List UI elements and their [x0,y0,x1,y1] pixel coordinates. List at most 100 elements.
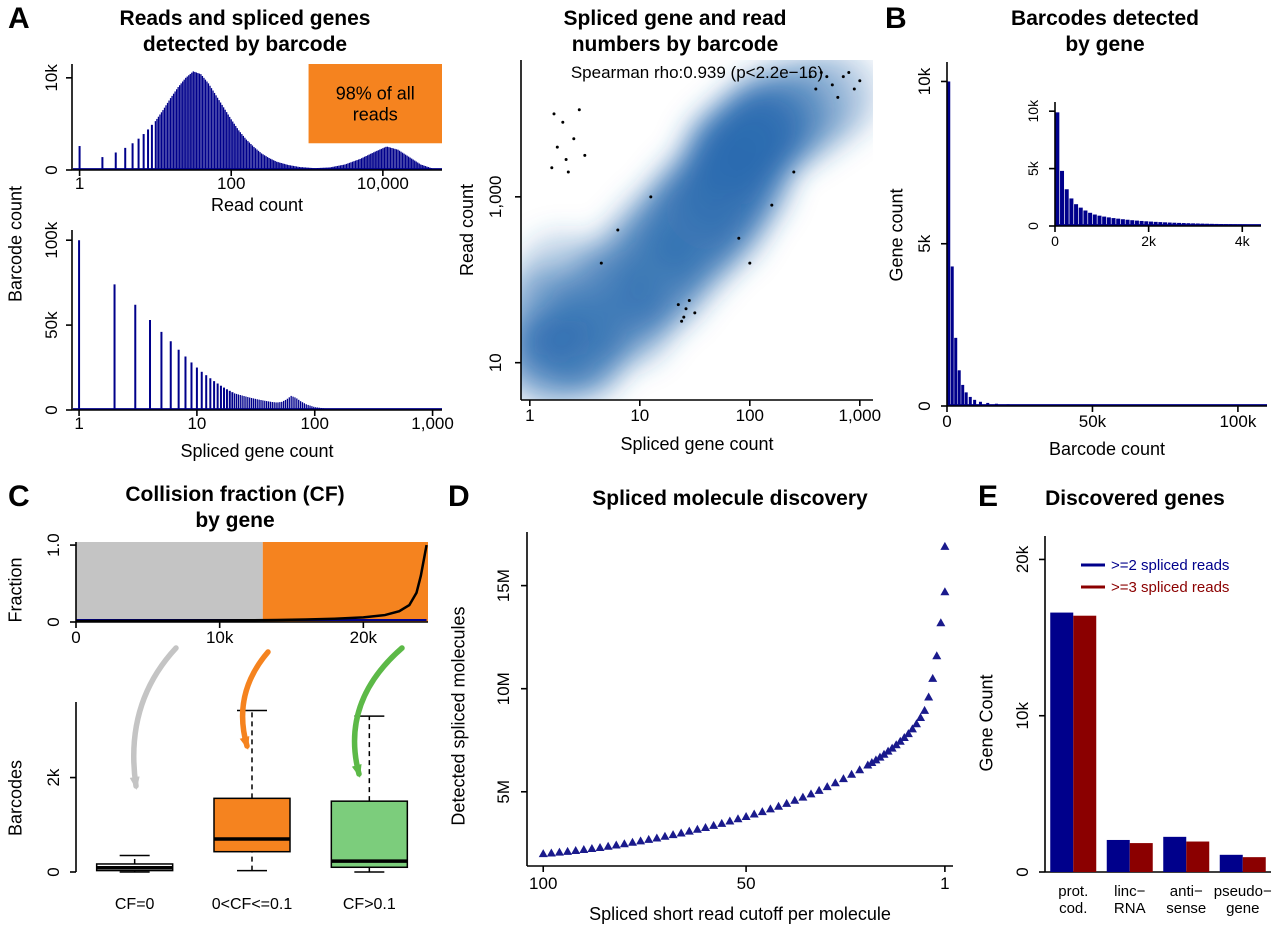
svg-text:20k: 20k [350,628,378,647]
svg-text:10,000: 10,000 [357,174,409,193]
svg-text:RNA: RNA [1114,900,1146,917]
panel-C-fraction-ylabel: Fraction [5,557,26,623]
svg-text:Spliced gene count: Spliced gene count [180,441,333,461]
panel-C-barcodes-ylabel: Barcodes [5,759,26,837]
chart-collision-fraction-strip: 0 10k 20k 0 1.0 [44,533,428,647]
panel-A: A Reads and spliced genes detected by ba… [0,0,455,478]
svg-text:10: 10 [486,353,505,372]
svg-text:1,000: 1,000 [486,176,505,219]
svg-text:10k: 10k [206,628,234,647]
svg-text:1,000: 1,000 [839,406,882,425]
svg-text:Spearman rho:0.939 (p<2.2e−16): Spearman rho:0.939 (p<2.2e−16) [571,63,823,82]
svg-text:15M: 15M [494,569,513,602]
svg-text:Read count: Read count [211,195,303,215]
panel-D-title: Spliced molecule discovery [510,486,950,512]
svg-text:Spliced short read cutoff per: Spliced short read cutoff per molecule [589,904,891,924]
panel-C-title-line2: by gene [195,509,275,532]
svg-text:prot.: prot. [1058,883,1088,900]
panel-A-scatter: Spliced gene and read numbers by barcode… [455,0,885,478]
svg-text:5k: 5k [915,234,934,252]
panel-B-title-line2: by gene [1065,33,1145,56]
svg-text:5M: 5M [494,780,513,804]
svg-text:reads: reads [353,105,398,125]
panel-B-title: Barcodes detected by gene [940,6,1270,58]
svg-text:10M: 10M [494,672,513,705]
panel-C-title-line1: Collision fraction (CF) [125,483,345,506]
panel-C-letter: C [8,480,30,513]
chart-barcodes-per-gene-histogram: 0 50k 100k 0 5k 10k Barcode count [915,62,1267,459]
panel-E-title: Discovered genes [1000,486,1270,512]
svg-text:cod.: cod. [1059,900,1087,917]
svg-text:sense: sense [1166,900,1206,917]
panel-E-ylabel: Gene Count [976,674,997,772]
svg-text:20k: 20k [1013,545,1032,573]
svg-text:4k: 4k [1235,233,1251,249]
panel-A-letter: A [8,2,30,35]
svg-text:pseudo−: pseudo− [1214,883,1272,900]
panel-B: B Barcodes detected by gene Gene count 0… [885,0,1280,478]
svg-text:Barcode count: Barcode count [1049,439,1165,459]
panel-E-title-line1: Discovered genes [1045,487,1225,510]
svg-text:linc−: linc− [1114,883,1146,900]
svg-text:1: 1 [74,414,83,433]
svg-text:50: 50 [737,874,756,893]
panel-D-title-line1: Spliced molecule discovery [592,487,868,510]
svg-text:Spliced gene count: Spliced gene count [620,434,773,454]
panel-C: C Collision fraction (CF) by gene Fracti… [0,478,445,939]
svg-text:100: 100 [217,174,245,193]
svg-text:anti−: anti− [1170,883,1203,900]
svg-text:0: 0 [1025,222,1041,230]
svg-text:0: 0 [44,617,63,626]
chart-spliced-genes-by-barcode-histogram: 1 10 100 1,000 0 50k 100k Spliced gene count [42,221,454,461]
svg-text:2k: 2k [1141,233,1157,249]
svg-text:0: 0 [1013,867,1032,876]
svg-text:1,000: 1,000 [411,414,454,433]
chart-barcodes-per-gene-inset-histogram: 0 2k 4k 0 5k 10k [1025,99,1261,249]
svg-text:0: 0 [1051,233,1059,249]
svg-text:>=2 spliced reads: >=2 spliced reads [1111,557,1229,574]
svg-text:1: 1 [940,874,949,893]
svg-text:0: 0 [71,628,80,647]
scatter-title: Spliced gene and read numbers by barcode [475,6,875,58]
svg-text:10: 10 [187,414,206,433]
svg-text:Read count: Read count [457,184,477,276]
svg-text:10k: 10k [915,67,934,95]
svg-text:10k: 10k [42,64,61,92]
svg-text:0<CF<=0.1: 0<CF<=0.1 [212,896,293,913]
svg-text:100: 100 [301,414,329,433]
svg-text:5k: 5k [1025,160,1041,176]
svg-text:0: 0 [42,405,61,414]
svg-text:1: 1 [75,174,84,193]
panel-E-letter: E [978,480,999,513]
svg-text:0: 0 [942,412,951,431]
svg-text:98% of all: 98% of all [336,84,415,104]
svg-text:100: 100 [529,874,557,893]
svg-text:50k: 50k [1079,412,1107,431]
panel-C-title: Collision fraction (CF) by gene [45,482,425,534]
panel-D: D Spliced molecule discovery Detected sp… [445,478,975,939]
chart-collision-fraction-boxplots: 0 2k CF=0 0<CF<=0.1 CF>0.1 [44,702,409,913]
svg-text:0: 0 [44,867,63,876]
panel-B-letter: B [885,2,907,35]
svg-text:1.0: 1.0 [44,533,63,557]
svg-text:1: 1 [525,406,534,425]
svg-text:100: 100 [736,406,764,425]
svg-text:100k: 100k [42,221,61,258]
svg-text:100k: 100k [1219,412,1256,431]
chart-gene-vs-read-density-scatter: 1 10 100 1,000 10 1,000 Spliced gene count Read… [457,60,882,454]
panel-A-title: Reads and spliced genes detected by barc… [50,6,440,58]
chart-discovered-genes-bars: 0 10k 20k prot.cod. linc−RNA anti−sense pseudo… [1013,536,1272,917]
scatter-title-line1: Spliced gene and read [563,7,787,30]
panel-D-letter: D [448,480,470,513]
scatter-title-line2: numbers by barcode [571,33,779,56]
svg-text:50k: 50k [42,311,61,339]
svg-text:0: 0 [42,165,61,174]
panel-A-title-line2: detected by barcode [142,33,348,56]
svg-text:gene: gene [1226,900,1259,917]
panel-A-title-line1: Reads and spliced genes [119,7,371,30]
svg-text:0: 0 [915,401,934,410]
svg-text:10k: 10k [1025,99,1041,123]
